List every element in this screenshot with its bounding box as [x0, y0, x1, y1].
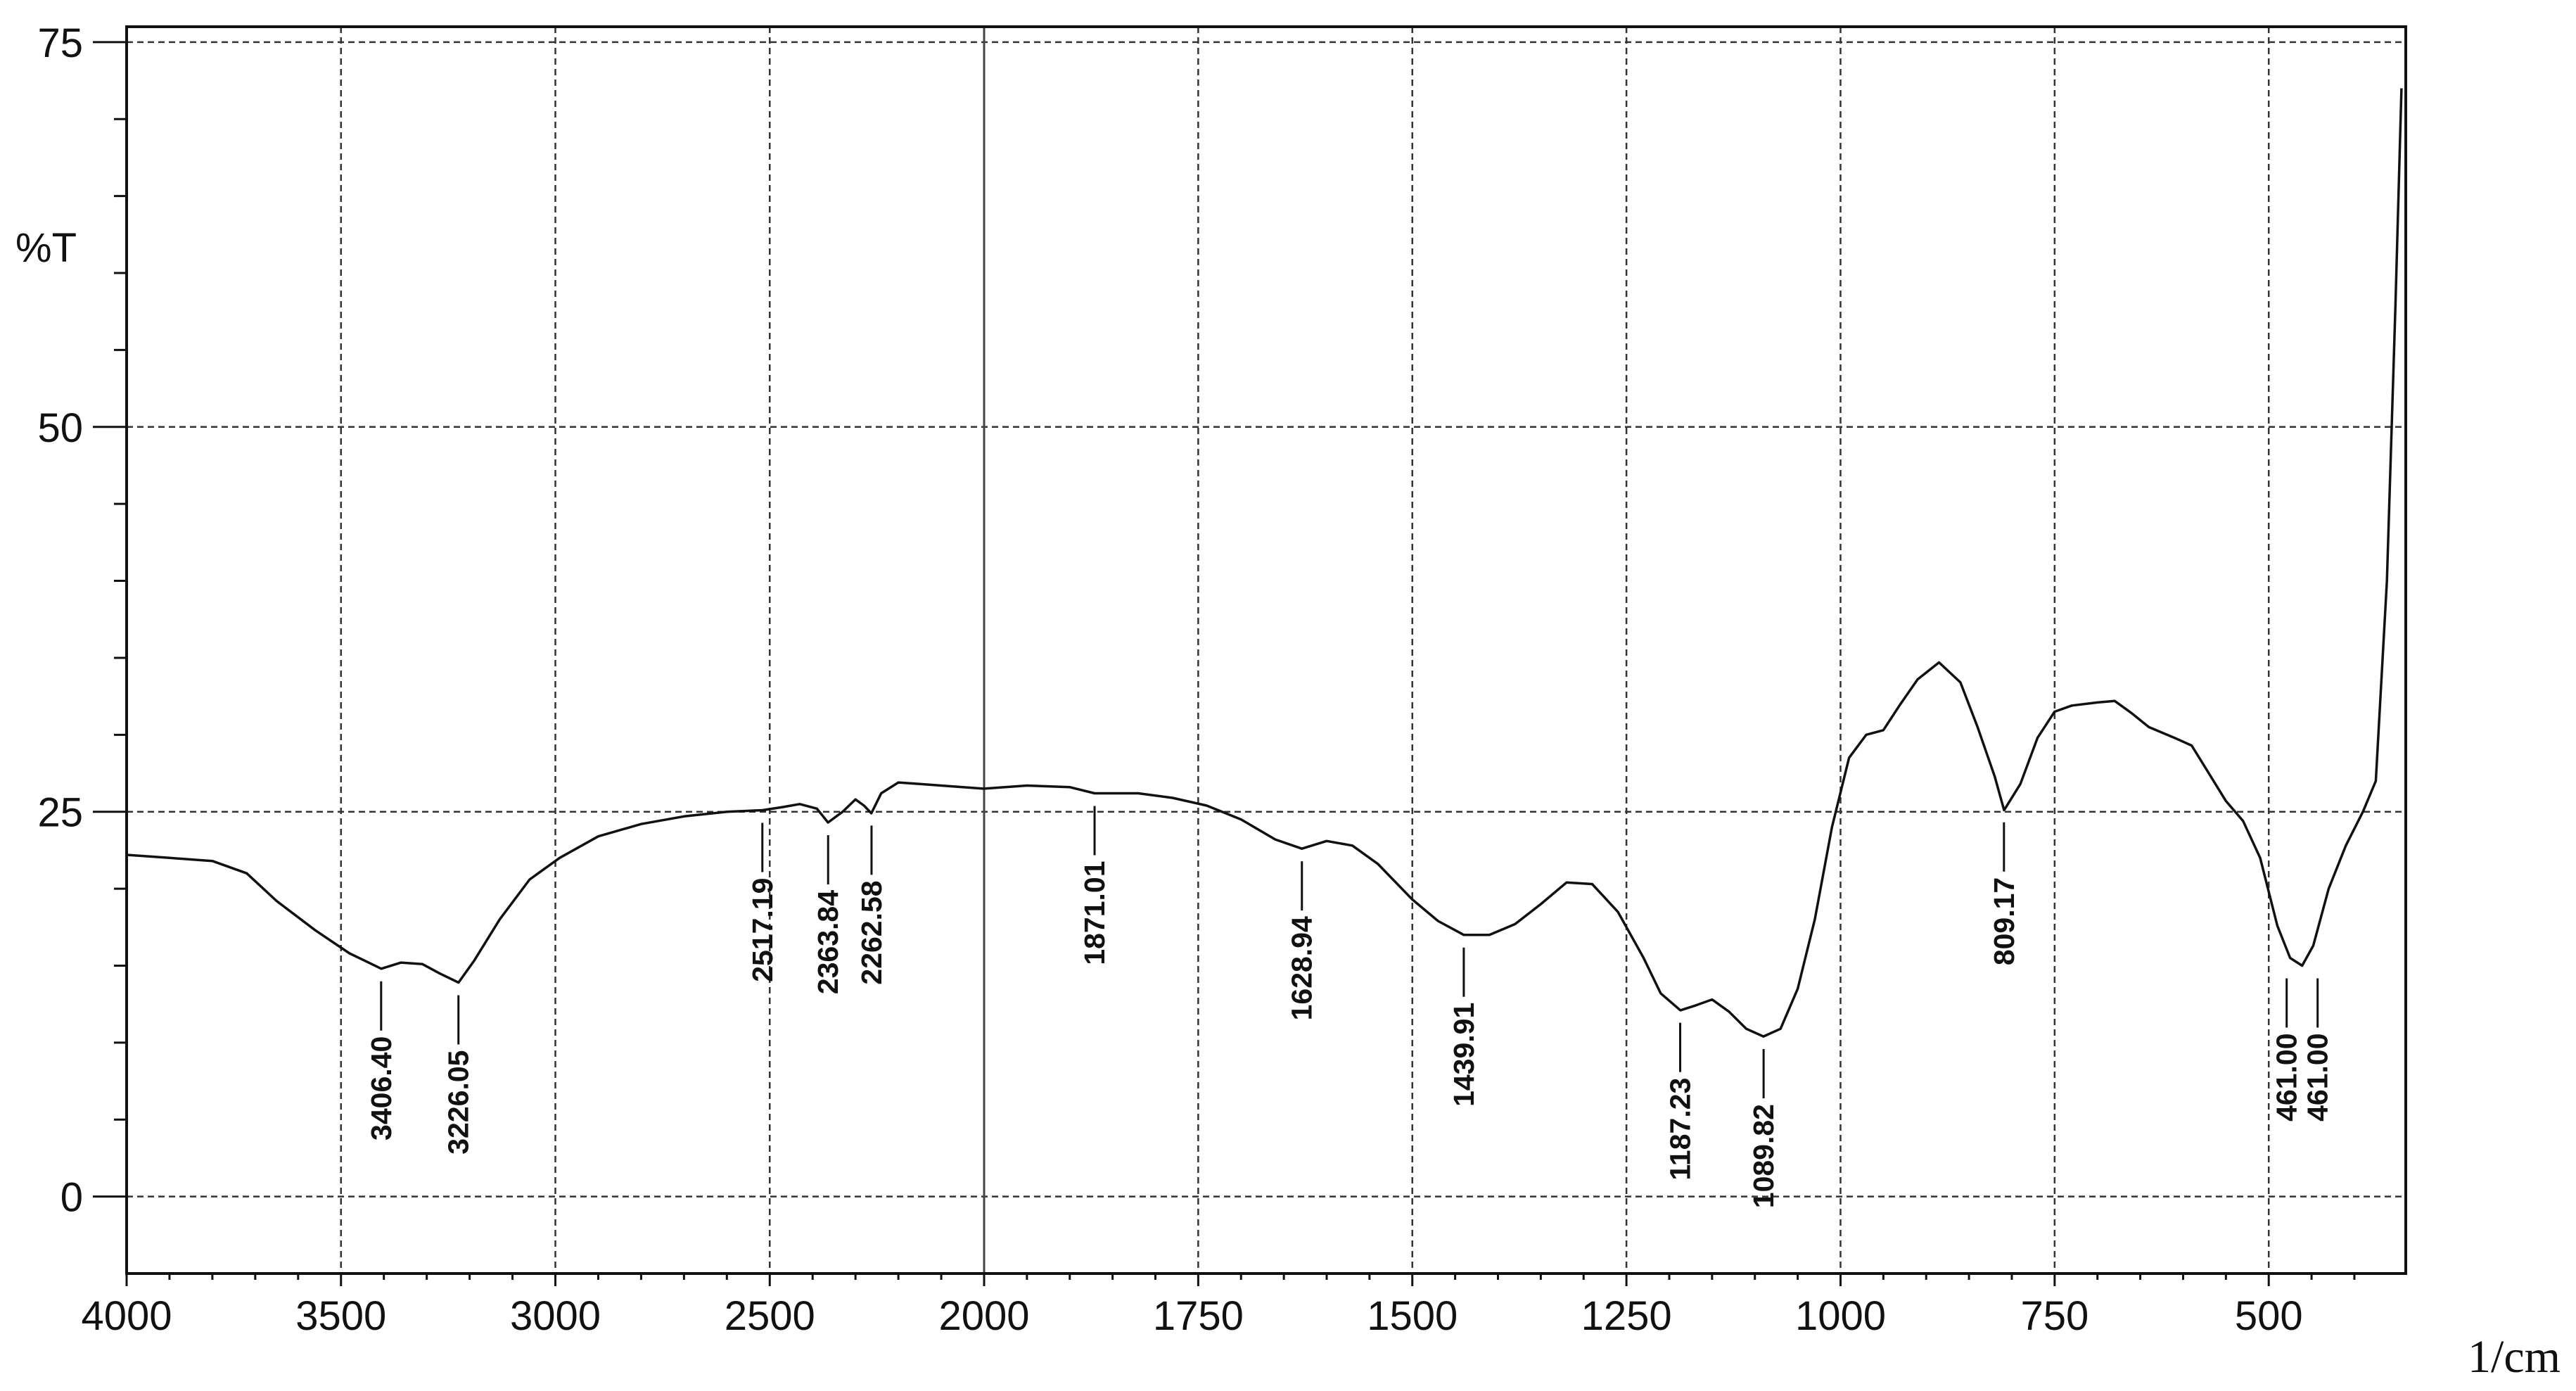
peak-label: 2262.58: [855, 880, 888, 984]
x-tick-label-1500: 1500: [1367, 1293, 1458, 1339]
grid: [127, 27, 2406, 1274]
peak-label: 809.17: [1988, 877, 2020, 965]
peak-label: 2363.84: [812, 890, 844, 994]
peak-label: 1871.01: [1078, 860, 1111, 965]
peak-label: 461.00: [2271, 1033, 2303, 1121]
x-tick-label-1000: 1000: [1795, 1293, 1886, 1339]
y-tick-label-0: 0: [60, 1175, 83, 1221]
peak-label: 2517.19: [746, 878, 779, 982]
peak-label: 1628.94: [1286, 916, 1318, 1020]
y-tick-label-25: 25: [37, 790, 83, 836]
peak-annotations: 3406.40 3226.05 2517.19 2363.84 2262.58 1871.…: [365, 806, 2334, 1208]
peak-label: 1439.91: [1448, 1003, 1480, 1107]
y-tick-label-75: 75: [37, 20, 83, 66]
x-axis: 4000 3500 3000 2500 2000 1750 1500 1250 1000 750 5…: [81, 1274, 2356, 1339]
x-tick-label-3000: 3000: [510, 1293, 601, 1339]
x-tick-label-1750: 1750: [1153, 1293, 1244, 1339]
y-tick-label-50: 50: [37, 405, 83, 451]
y-axis-label: %T: [15, 225, 77, 271]
peak-label: 1187.23: [1664, 1078, 1697, 1181]
spectrum-series: [126, 88, 2403, 1038]
x-tick-label-2000: 2000: [938, 1293, 1029, 1339]
spectrum-line: [126, 88, 2403, 1038]
x-tick-label-4000: 4000: [81, 1293, 172, 1339]
peak-label: 3226.05: [442, 1050, 475, 1155]
x-tick-label-3500: 3500: [295, 1293, 386, 1339]
x-tick-label-2500: 2500: [725, 1293, 815, 1339]
y-axis: 0 25 50 75: [37, 20, 127, 1221]
x-axis-unit-label: 1/cm: [2468, 1331, 2561, 1383]
peak-label: 1089.82: [1747, 1104, 1780, 1208]
peak-label: 461.00: [2302, 1033, 2334, 1121]
peak-label: 3406.40: [365, 1036, 397, 1141]
x-tick-label-1250: 1250: [1581, 1293, 1672, 1339]
x-tick-label-750: 750: [2020, 1293, 2089, 1339]
plot-frame: [125, 25, 2407, 1275]
x-tick-label-500: 500: [2235, 1293, 2303, 1339]
